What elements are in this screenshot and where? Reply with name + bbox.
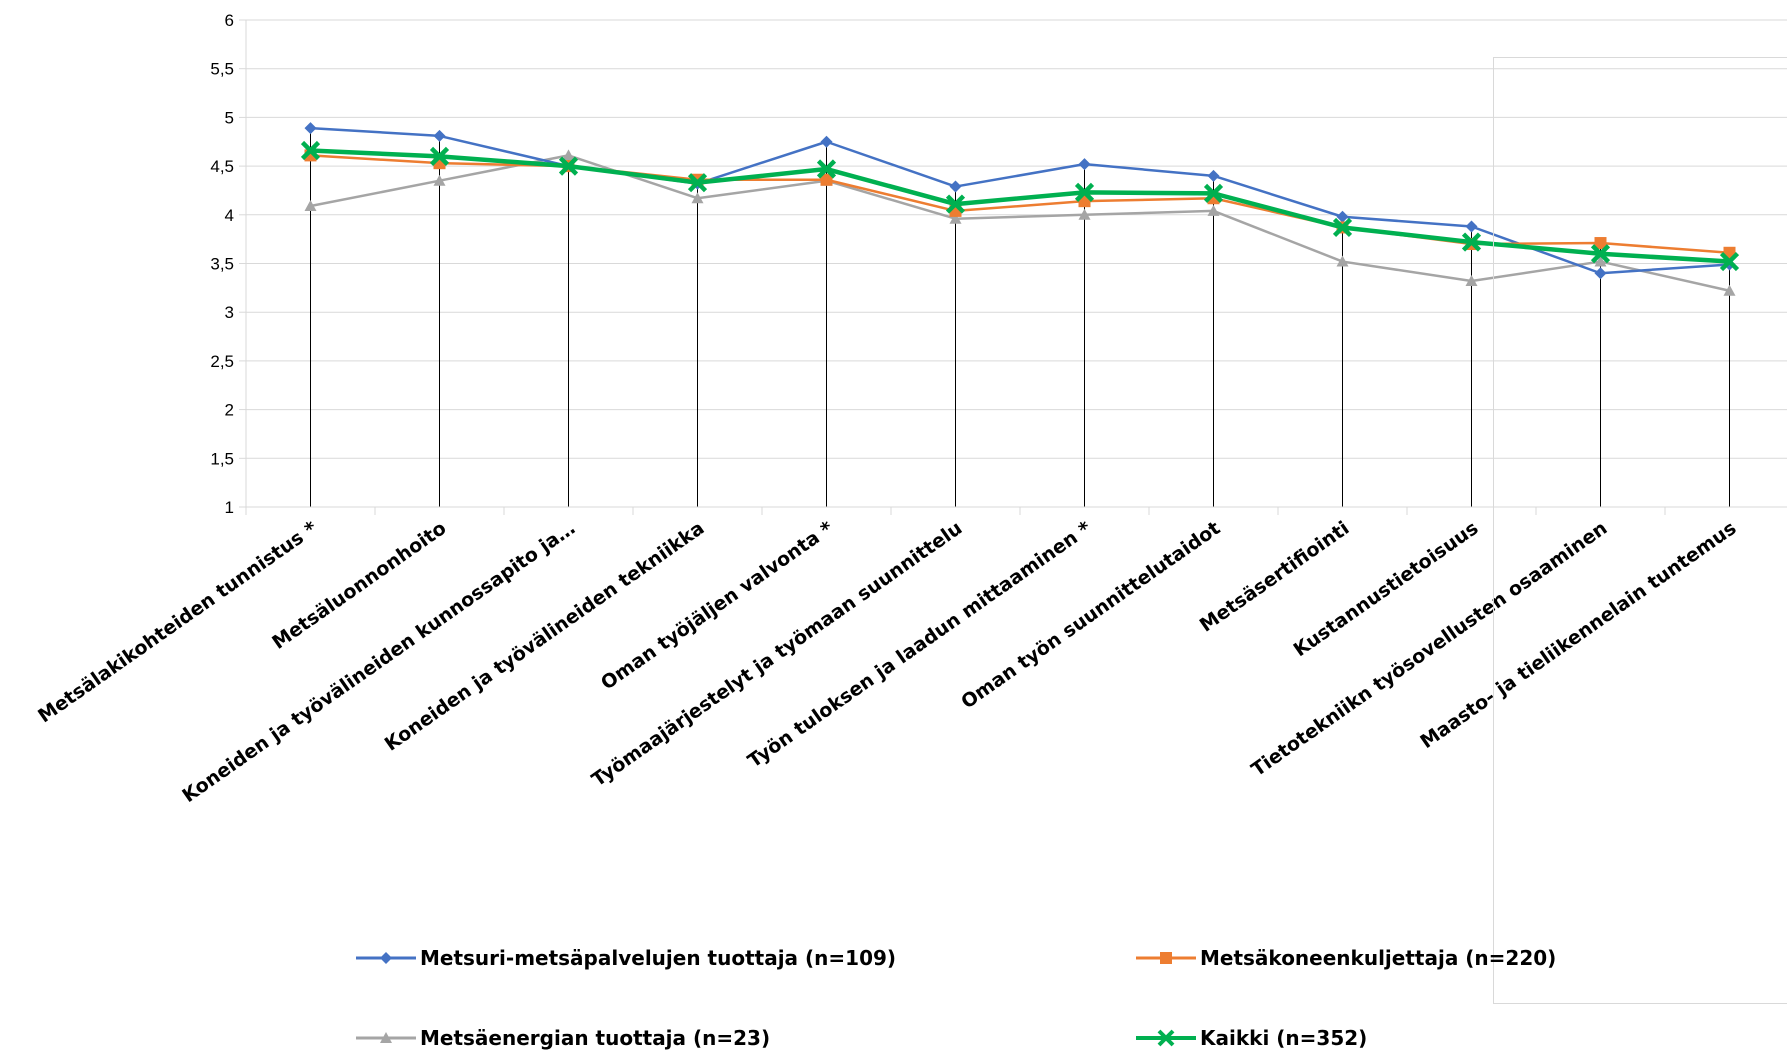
data-point: [820, 173, 833, 186]
legend-item-2: Metsäkoneenkuljettaja (n=220): [1136, 946, 1556, 970]
series-3: [304, 149, 1736, 296]
data-point: [300, 140, 321, 161]
y-tick-label: 4: [225, 206, 234, 225]
data-point: [1074, 182, 1095, 202]
y-tick-label: 6: [225, 11, 234, 30]
data-point: [562, 149, 575, 161]
data-point: [1336, 210, 1349, 223]
data-point: [1203, 183, 1224, 203]
x-tick-label: Oman työjäljen valvonta *: [597, 517, 837, 694]
drop-lines: [310, 128, 1730, 507]
legend-label-4: Kaikki (n=352): [1200, 1026, 1368, 1050]
data-point: [433, 174, 446, 186]
x-tick-label: Metsälakikohteiden tunnistus *: [34, 517, 321, 727]
data-point: [304, 200, 317, 212]
y-tick-label: 5: [225, 108, 234, 127]
data-point: [691, 192, 704, 204]
legend-label-1: Metsuri-metsäpalvelujen tuottaja (n=109): [420, 946, 897, 970]
data-point: [1332, 217, 1353, 238]
legend-item-3: Metsäenergian tuottaja (n=23): [356, 1026, 770, 1050]
data-point: [1078, 208, 1091, 220]
y-tick-label: 2: [225, 401, 234, 420]
y-tick-label: 2,5: [210, 352, 234, 371]
y-tick-label: 3: [225, 303, 234, 322]
legend-marker-4: [1136, 1029, 1196, 1047]
legend-label-2: Metsäkoneenkuljettaja (n=220): [1200, 946, 1557, 970]
data-point: [945, 194, 966, 214]
data-point: [1207, 169, 1220, 182]
data-point: [687, 173, 708, 193]
legend-marker-1: [356, 952, 416, 964]
data-point: [433, 129, 446, 142]
data-point: [820, 135, 833, 148]
data-point: [429, 146, 450, 166]
gridlines: [246, 19, 1787, 459]
legend-label-3: Metsäenergian tuottaja (n=23): [420, 1026, 771, 1050]
legend-item-4: Kaikki (n=352): [1136, 1026, 1367, 1050]
data-point: [558, 156, 579, 176]
data-point: [949, 212, 962, 224]
series-1: [304, 122, 1736, 280]
x-tick-label: Oman työn suunnittelutaidot: [957, 517, 1224, 713]
y-tick-label: 3,5: [210, 255, 234, 274]
legend-marker-2: [1136, 952, 1196, 964]
data-point: [1719, 251, 1740, 272]
data-point: [1078, 158, 1091, 171]
data-point: [949, 180, 962, 193]
data-point: [1594, 237, 1607, 250]
data-point: [1461, 232, 1482, 252]
y-tick-label: 5,5: [210, 60, 234, 79]
series-line: [310, 154, 1730, 255]
data-point: [1465, 275, 1478, 287]
data-point: [1590, 244, 1611, 264]
data-point: [1207, 204, 1220, 216]
data-point: [1594, 267, 1607, 280]
data-point: [304, 122, 317, 135]
series-lines: [300, 122, 1740, 296]
series-line: [310, 126, 1730, 275]
x-axis-ticks: Metsälakikohteiden tunnistus *Metsäluonn…: [34, 507, 1740, 807]
y-tick-label: 1: [225, 498, 234, 517]
y-tick-label: 4,5: [210, 157, 234, 176]
y-tick-label: 1,5: [210, 449, 234, 468]
y-axis-ticks: 1 1,5 2 2,5 3 3,5 4 4,5 5 5,5 6: [210, 11, 246, 517]
data-point: [1723, 284, 1736, 296]
data-point: [1336, 255, 1349, 267]
data-point: [816, 159, 837, 179]
legend-marker-3: [356, 1032, 416, 1043]
legend-item-1: Metsuri-metsäpalvelujen tuottaja (n=109): [356, 946, 896, 970]
data-point: [1465, 220, 1478, 233]
data-point: [1594, 255, 1607, 267]
